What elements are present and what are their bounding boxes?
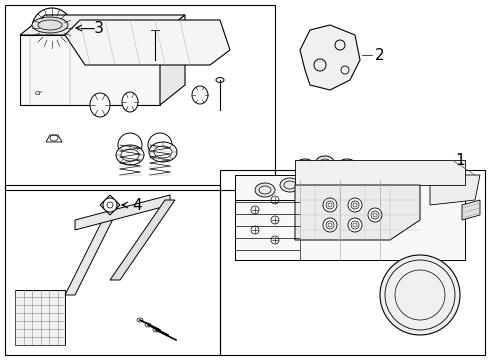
- Ellipse shape: [150, 27, 160, 33]
- Polygon shape: [160, 15, 185, 105]
- Ellipse shape: [255, 183, 275, 197]
- Circle shape: [348, 218, 362, 232]
- Ellipse shape: [368, 170, 382, 180]
- Text: 2: 2: [375, 48, 385, 63]
- Ellipse shape: [338, 159, 356, 171]
- Ellipse shape: [296, 159, 314, 171]
- Ellipse shape: [145, 323, 151, 327]
- Text: GY: GY: [35, 91, 43, 96]
- Polygon shape: [20, 35, 160, 105]
- Polygon shape: [46, 135, 62, 142]
- Polygon shape: [300, 25, 360, 90]
- Circle shape: [103, 198, 117, 212]
- Ellipse shape: [348, 170, 362, 180]
- Text: —3: —3: [79, 21, 104, 36]
- Polygon shape: [75, 195, 170, 230]
- Ellipse shape: [116, 145, 144, 165]
- Bar: [220, 170, 485, 355]
- Bar: [5, 185, 220, 355]
- Ellipse shape: [137, 318, 143, 322]
- Polygon shape: [430, 175, 480, 205]
- Ellipse shape: [122, 92, 138, 112]
- Ellipse shape: [380, 255, 460, 335]
- Polygon shape: [295, 185, 420, 240]
- Ellipse shape: [216, 77, 224, 82]
- Polygon shape: [235, 175, 465, 260]
- Ellipse shape: [316, 156, 334, 168]
- Ellipse shape: [148, 133, 172, 157]
- Ellipse shape: [280, 178, 300, 192]
- Polygon shape: [462, 200, 480, 220]
- Ellipse shape: [303, 170, 317, 180]
- Polygon shape: [20, 15, 185, 35]
- Circle shape: [348, 198, 362, 212]
- Circle shape: [368, 208, 382, 222]
- Circle shape: [32, 8, 72, 48]
- Circle shape: [323, 218, 337, 232]
- Ellipse shape: [153, 328, 159, 332]
- Polygon shape: [65, 215, 115, 295]
- Circle shape: [323, 198, 337, 212]
- Ellipse shape: [323, 170, 337, 180]
- Ellipse shape: [32, 17, 68, 33]
- Polygon shape: [15, 290, 65, 345]
- Bar: [235, 200, 300, 260]
- Ellipse shape: [149, 142, 177, 162]
- Ellipse shape: [305, 178, 325, 192]
- Text: 1: 1: [455, 153, 465, 167]
- Text: 4: 4: [132, 198, 142, 212]
- Ellipse shape: [90, 93, 110, 117]
- Ellipse shape: [118, 133, 142, 157]
- Polygon shape: [110, 200, 175, 280]
- Polygon shape: [100, 195, 120, 215]
- Polygon shape: [65, 20, 230, 65]
- Polygon shape: [295, 160, 465, 185]
- Bar: [5, 5, 275, 190]
- Ellipse shape: [330, 185, 350, 199]
- Ellipse shape: [192, 86, 208, 104]
